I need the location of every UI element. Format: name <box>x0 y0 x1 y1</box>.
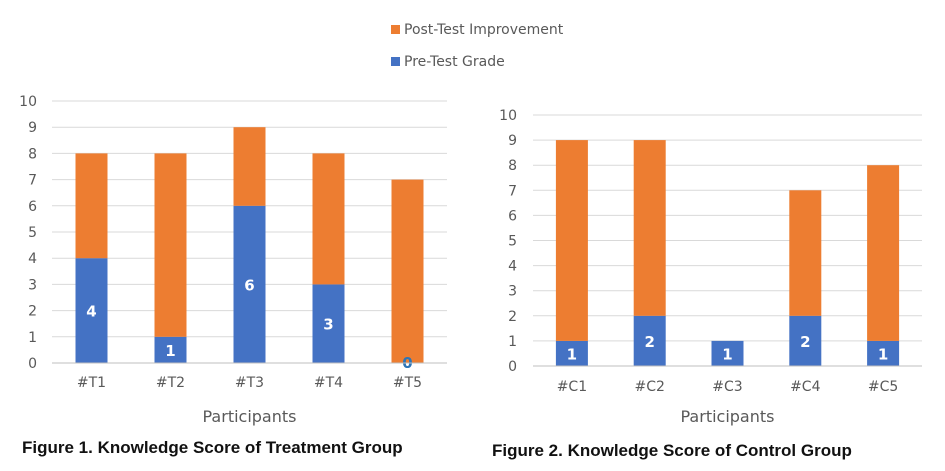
x-tick-label: #T5 <box>393 375 422 391</box>
data-label: 1 <box>878 345 888 363</box>
y-tick-label: 4 <box>28 251 37 267</box>
data-label: 2 <box>800 333 810 351</box>
bar-segment <box>867 340 900 366</box>
bar-segment <box>75 153 108 259</box>
y-tick-label: 8 <box>28 146 37 162</box>
legend-label: Post-Test Improvement <box>404 22 564 38</box>
y-tick-label: 0 <box>28 356 37 372</box>
y-tick-label: 10 <box>19 94 37 110</box>
x-tick-label: #C3 <box>712 379 742 395</box>
y-tick-label: 3 <box>28 277 37 293</box>
y-tick-label: 4 <box>508 259 517 275</box>
bar-segment <box>154 153 187 337</box>
legend-swatch <box>391 25 400 34</box>
chart-treatment-group: 0123456789104#T11#T26#T33#T40#T5Particip… <box>19 94 447 426</box>
legend-swatch <box>391 57 400 66</box>
x-tick-label: #C5 <box>868 379 898 395</box>
x-tick-label: #T2 <box>156 375 185 391</box>
data-label: 1 <box>165 342 175 360</box>
y-tick-label: 8 <box>508 158 517 174</box>
x-tick-label: #T4 <box>314 375 343 391</box>
legend-label: Pre-Test Grade <box>404 54 505 70</box>
bar-segment <box>555 140 588 341</box>
data-label: 1 <box>567 345 577 363</box>
bar-segment <box>555 340 588 366</box>
data-label: 4 <box>86 303 96 321</box>
y-tick-label: 1 <box>508 334 517 350</box>
data-label: 3 <box>323 316 333 334</box>
bar-segment <box>711 340 744 366</box>
y-tick-label: 7 <box>28 173 37 189</box>
y-tick-label: 2 <box>28 304 37 320</box>
x-tick-label: #C4 <box>790 379 821 395</box>
y-tick-label: 9 <box>28 120 37 136</box>
bar-segment <box>312 284 345 363</box>
y-tick-label: 6 <box>28 199 37 215</box>
x-tick-label: #C2 <box>634 379 664 395</box>
bar-segment <box>867 165 900 341</box>
chart-control-group: 0 1 2 3 4 5 6 7 8 9 10 1 #C1 2 #C2 1 #C3 2 #C4 1 #C5 Particip… <box>499 108 922 426</box>
data-label: 2 <box>644 333 654 351</box>
x-tick-label: #T1 <box>77 375 106 391</box>
x-axis-title: Participants <box>681 407 775 426</box>
bar-segment <box>391 179 424 363</box>
figure-1-caption: Figure 1. Knowledge Score of Treatment G… <box>22 438 403 457</box>
data-label: 1 <box>722 345 732 363</box>
figure-2-caption: Figure 2. Knowledge Score of Control Gro… <box>492 441 852 460</box>
y-tick-label: 6 <box>508 208 517 224</box>
bar-segment <box>154 336 187 363</box>
y-tick-label: 5 <box>508 234 517 250</box>
y-tick-label: 2 <box>508 309 517 325</box>
x-axis-title: Participants <box>203 407 297 426</box>
bar-segment <box>633 315 666 366</box>
x-tick-label: #C1 <box>557 379 587 395</box>
bar-segment <box>789 190 822 316</box>
x-tick-label: #T3 <box>235 375 264 391</box>
bar-segment <box>312 153 345 285</box>
bar-segment <box>75 258 108 363</box>
bar-segment <box>789 315 822 366</box>
legend: Post-Test Improvement Pre-Test Grade <box>391 22 564 70</box>
y-tick-label: 5 <box>28 225 37 241</box>
data-label: 6 <box>244 276 254 294</box>
bar-segment <box>633 140 666 316</box>
y-tick-label: 0 <box>508 359 517 375</box>
bar-segment <box>233 127 266 206</box>
y-tick-label: 7 <box>508 183 517 199</box>
y-tick-label: 10 <box>499 108 517 124</box>
y-tick-label: 9 <box>508 133 517 149</box>
bar-segment <box>233 205 266 363</box>
y-tick-label: 3 <box>508 284 517 300</box>
y-tick-label: 1 <box>28 330 37 346</box>
